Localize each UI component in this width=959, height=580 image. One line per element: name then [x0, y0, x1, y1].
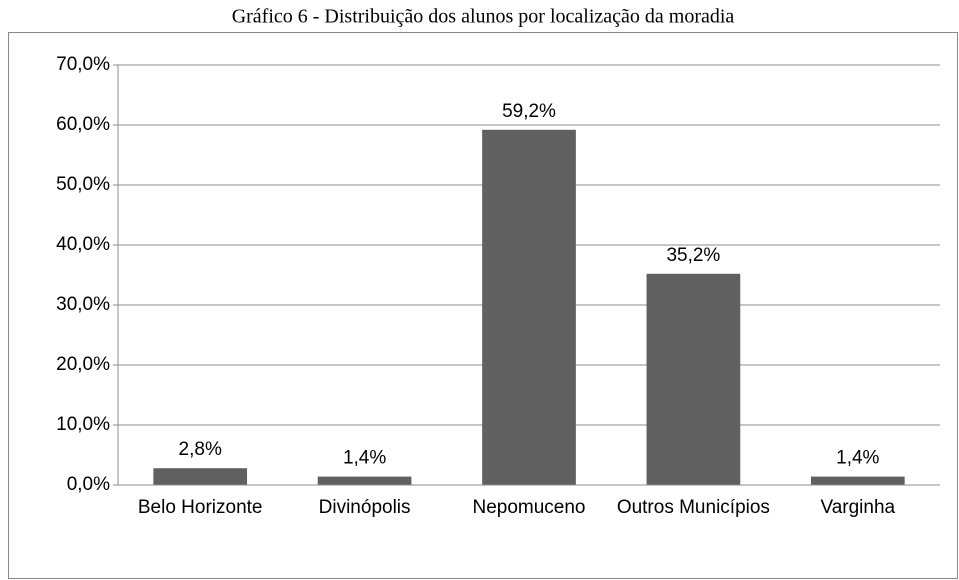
x-tick-label-box: Belo Horizonte: [137, 497, 263, 518]
x-tick-label-box: Nepomuceno: [472, 497, 586, 518]
data-label: 59,2%: [502, 101, 556, 122]
y-tick-label: 40,0%: [56, 234, 110, 255]
x-tick-label-box: Varginha: [820, 497, 896, 518]
data-label: 1,4%: [836, 448, 879, 469]
data-label: 35,2%: [666, 245, 720, 266]
data-label: 1,4%: [343, 448, 386, 469]
x-tick-label: Belo Horizonte: [137, 497, 263, 518]
x-tick-label: Nepomuceno: [472, 497, 586, 518]
chart-border: [8, 32, 958, 579]
bar: [482, 129, 576, 486]
y-tick-label: 30,0%: [56, 294, 110, 315]
y-tick-label: 0,0%: [67, 474, 110, 495]
chart-title: Gráfico 6 - Distribuição dos alunos por …: [232, 6, 735, 28]
x-tick-label: Divinópolis: [318, 497, 411, 518]
data-label: 2,8%: [179, 439, 222, 460]
y-tick-label: 50,0%: [56, 174, 110, 195]
bar: [810, 476, 905, 485]
x-tick-label: Varginha: [820, 497, 896, 518]
x-tick-label-box: Divinópolis: [318, 497, 411, 518]
y-tick-label: 70,0%: [56, 54, 110, 75]
bar: [646, 273, 741, 485]
y-tick-label: 10,0%: [56, 414, 110, 435]
bar: [153, 468, 248, 485]
x-tick-label-box: Outros Municípios: [616, 497, 770, 518]
x-tick-label: Outros Municípios: [616, 497, 770, 518]
bar: [317, 476, 412, 485]
y-tick-label: 20,0%: [56, 354, 110, 375]
y-tick-label: 60,0%: [56, 114, 110, 135]
